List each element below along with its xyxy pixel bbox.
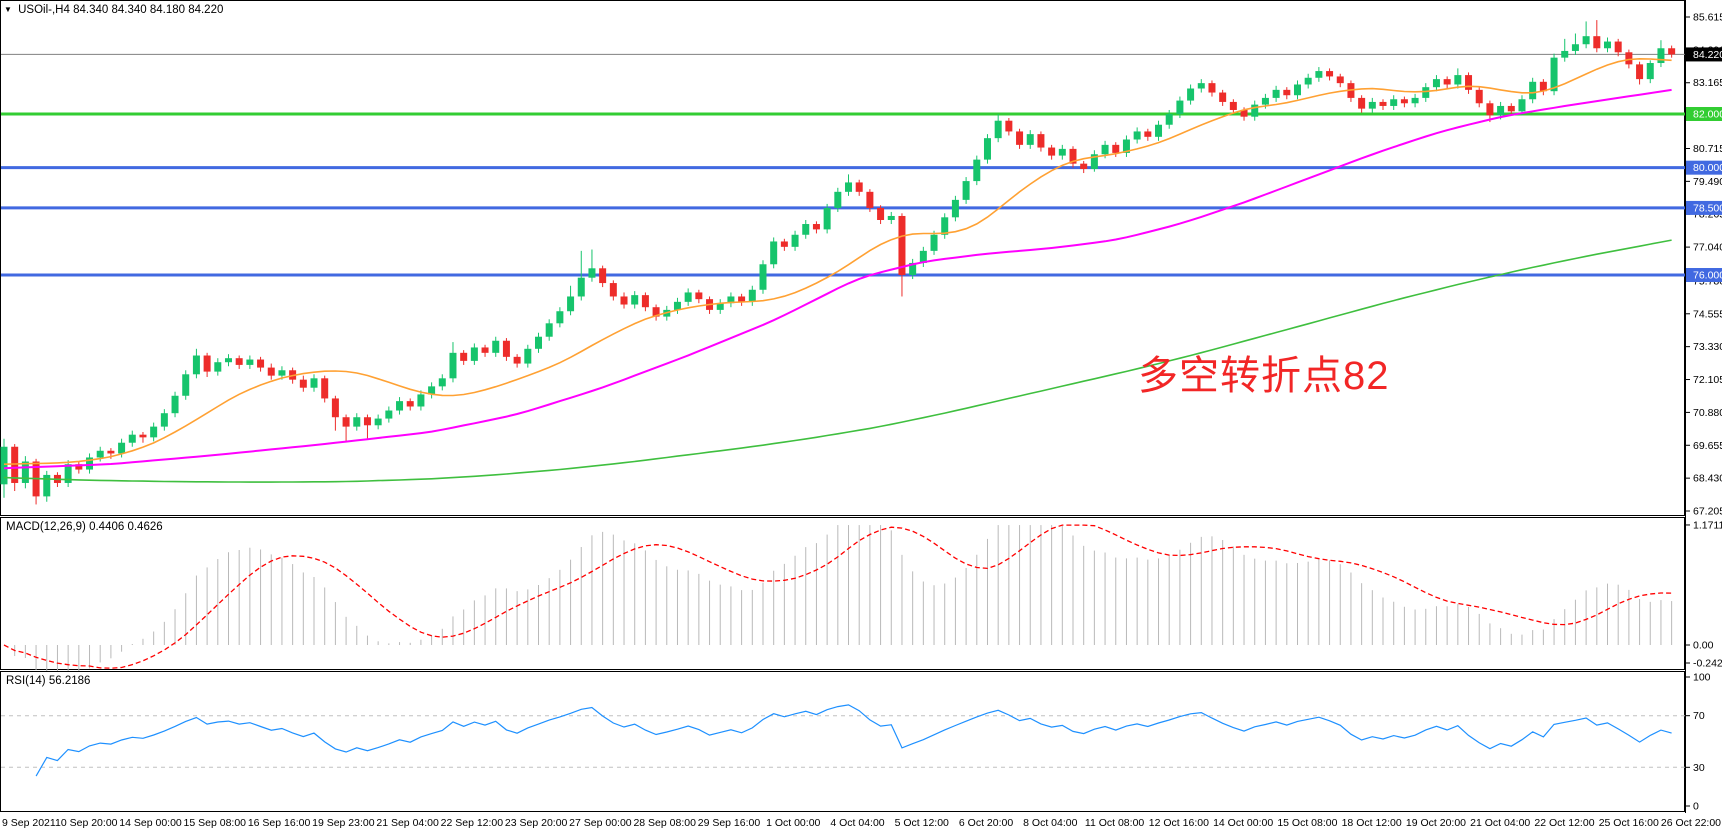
time-axis-label: 5 Oct 12:00 [894,817,949,829]
macd-histogram [14,525,1673,671]
time-axis-label: 28 Sep 08:00 [633,817,696,829]
chart-symbol-period: USOil-,H4 [18,4,70,16]
time-axis-label: 15 Oct 08:00 [1277,817,1338,829]
time-axis-label: 8 Oct 04:00 [1023,817,1078,829]
price-axis[interactable]: 85.61584.39083.16580.71579.49078.26577.0… [1685,0,1722,517]
time-axis-label: 19 Sep 23:00 [312,817,375,829]
rsi-indicator-name: RSI(14) [6,675,46,687]
svg-text:100: 100 [1693,672,1711,684]
current-price-badge: 84.220 [1686,47,1722,62]
time-axis[interactable]: 9 Sep 2021 10 Sep 20:00 14 Sep 00:00 15 Sep… [0,813,1722,834]
time-axis-label: 10 Sep 20:00 [55,817,118,829]
time-axis-label: 16 Sep 16:00 [247,817,311,829]
rsi-indicator-value: 56.2186 [48,675,91,687]
annotation-text: 多空转折点82 [1138,354,1390,398]
time-axis-label: 21 Sep 04:00 [376,817,439,829]
time-axis-label: 23 Sep 20:00 [504,817,568,829]
svg-text:79.490: 79.490 [1693,176,1722,188]
svg-text:80.000: 80.000 [1693,162,1722,174]
time-axis-label: 27 Sep 00:00 [569,817,632,829]
time-axis-label: 9 Sep 2021 [2,817,56,829]
time-axis-label: 19 Oct 20:00 [1405,817,1466,829]
time-axis-label: 21 Oct 04:00 [1470,817,1531,829]
ma-fast-line [3,57,1672,465]
svg-text:74.555: 74.555 [1693,308,1722,320]
svg-text:82.000: 82.000 [1693,109,1722,121]
svg-text:69.655: 69.655 [1693,440,1722,452]
svg-text:76.000: 76.000 [1693,270,1722,282]
time-axis-label: 22 Sep 12:00 [440,817,504,829]
svg-text:1.1711: 1.1711 [1693,519,1722,531]
chart-title: ▼ USOil-,H4 84.340 84.340 84.180 84.220 [4,4,223,16]
price-level-badges: 82.000 80.000 78.500 76.000 [1686,107,1722,283]
rsi-line [35,704,1672,777]
ma-slow-line [3,239,1672,483]
macd-panel-label: MACD(12,26,9) 0.4406 0.4626 [6,521,163,533]
svg-text:77.040: 77.040 [1693,242,1722,254]
svg-text:67.205: 67.205 [1693,506,1722,517]
svg-text:70: 70 [1693,710,1705,722]
chart-ohlc-values: 84.340 84.340 84.180 84.220 [73,4,224,16]
macd-indicator-name: MACD(12,26,9) [6,521,86,533]
time-axis-label: 4 Oct 04:00 [830,817,885,829]
macd-indicator-canvas[interactable]: 1.1711 0.00 -0.2424 [0,517,1722,671]
time-axis-label: 18 Oct 12:00 [1341,817,1402,829]
time-axis-label: 14 Oct 00:00 [1213,817,1274,829]
rsi-axis[interactable]: 100 70 30 0 [1685,671,1711,813]
main-chart-canvas[interactable]: 85.61584.39083.16580.71579.49078.26577.0… [0,0,1722,517]
svg-text:68.430: 68.430 [1693,473,1722,485]
ma-mid-line [3,88,1672,470]
svg-text:70.880: 70.880 [1693,407,1722,419]
svg-text:0: 0 [1693,801,1699,813]
rsi-panel-label: RSI(14) 56.2186 [6,675,90,687]
macd-axis[interactable]: 1.1711 0.00 -0.2424 [1685,517,1722,671]
time-axis-label: 1 Oct 00:00 [766,817,821,829]
triangle-down-icon[interactable]: ▼ [4,5,12,14]
candlestick-series [0,20,1676,505]
horizontal-level-lines [1,112,1685,277]
svg-text:80.715: 80.715 [1693,143,1722,155]
time-axis-label: 12 Oct 16:00 [1148,817,1209,829]
time-axis-label: 22 Oct 12:00 [1534,817,1595,829]
svg-text:30: 30 [1693,762,1705,774]
macd-indicator-values: 0.4406 0.4626 [89,521,163,533]
svg-text:78.500: 78.500 [1693,202,1722,214]
svg-text:-0.2424: -0.2424 [1693,658,1722,670]
svg-text:84.220: 84.220 [1693,49,1722,61]
svg-text:85.615: 85.615 [1693,12,1722,24]
time-axis-label: 6 Oct 20:00 [958,817,1014,829]
time-axis-label: 25 Oct 16:00 [1598,817,1659,829]
svg-text:0.00: 0.00 [1693,640,1714,652]
time-axis-label: 26 Oct 22:00 [1660,817,1721,829]
time-axis-label: 11 Oct 08:00 [1084,817,1145,829]
time-axis-label: 14 Sep 00:00 [119,817,182,829]
time-axis-label: 29 Sep 16:00 [697,817,761,829]
rsi-guide-lines [1,715,1685,768]
svg-text:83.165: 83.165 [1693,77,1722,89]
rsi-indicator-canvas[interactable]: 100 70 30 0 [0,671,1722,813]
time-axis-label: 15 Sep 08:00 [183,817,247,829]
svg-text:73.330: 73.330 [1693,341,1722,353]
svg-text:72.105: 72.105 [1693,374,1722,386]
macd-signal-line [3,524,1672,669]
